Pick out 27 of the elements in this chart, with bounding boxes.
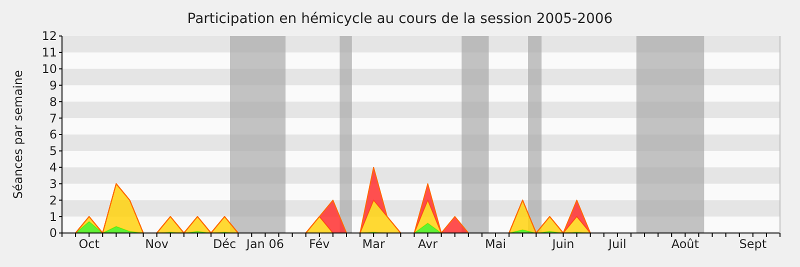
- y-axis-title: Séances par semaine: [11, 70, 25, 199]
- y-tick-label: 2: [49, 193, 57, 208]
- y-tick-label: 5: [49, 144, 57, 158]
- y-tick-label: 0: [49, 226, 57, 240]
- x-tick-label: Juil: [608, 237, 626, 251]
- y-tick-label: 3: [49, 176, 57, 191]
- y-tick-label: 6: [49, 128, 57, 142]
- x-tick-label: Avr: [418, 237, 438, 251]
- x-tick-label: Jan 06: [245, 237, 284, 251]
- y-tick-label: 11: [42, 46, 57, 60]
- y-tick-label: 8: [49, 94, 57, 109]
- x-tick-label: Oct: [78, 237, 100, 251]
- x-tick-label: Mai: [484, 237, 506, 251]
- x-tick-label: Août: [671, 237, 700, 251]
- x-tick-label: Mar: [362, 237, 385, 251]
- x-tick-label: Déc: [212, 237, 236, 251]
- chart-title: Participation en hémicycle au cours de la session 2005-2006: [187, 11, 613, 27]
- x-tick-label: Fév: [309, 237, 330, 251]
- x-tick-label: Juin: [551, 237, 574, 251]
- y-tick-label: 4: [49, 160, 57, 175]
- x-tick-label: Sept: [739, 237, 767, 251]
- y-tick-label: 12: [42, 29, 57, 44]
- x-tick-label: Nov: [145, 237, 169, 251]
- y-tick-label: 9: [49, 78, 57, 92]
- y-tick-label: 1: [49, 210, 57, 224]
- y-tick-label: 10: [42, 62, 57, 76]
- y-tick-label: 7: [49, 111, 57, 126]
